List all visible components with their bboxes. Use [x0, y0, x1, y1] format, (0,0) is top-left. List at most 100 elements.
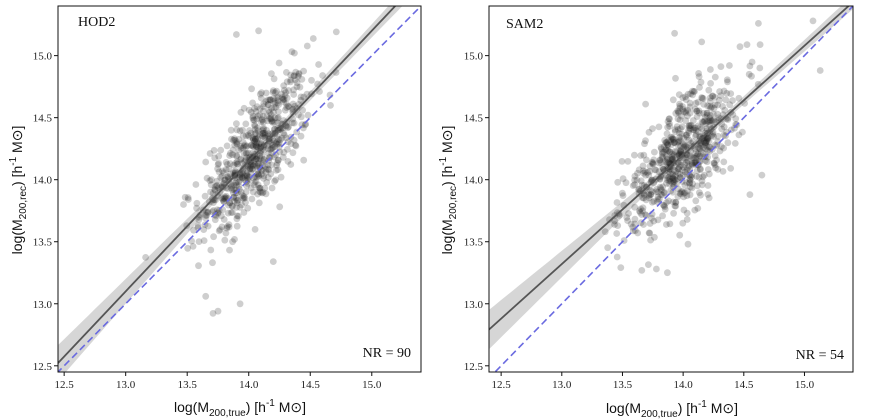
scatter-point: [257, 185, 264, 192]
scatter-point: [215, 308, 222, 315]
scatter-point: [185, 196, 192, 203]
scatter-point: [253, 108, 260, 115]
scatter-point: [744, 41, 751, 48]
scatter-point: [724, 79, 731, 86]
scatter-point: [284, 78, 291, 85]
scatter-point: [704, 118, 711, 125]
scatter-point: [315, 61, 322, 68]
scatter-point: [215, 161, 222, 168]
scatter-point: [234, 197, 241, 204]
scatter-point: [219, 173, 226, 180]
scatter-point: [209, 259, 216, 266]
scatter-point: [700, 174, 707, 181]
scatter-point: [706, 195, 713, 202]
scatter-point: [270, 258, 277, 265]
x-tick-label: 15.0: [362, 379, 382, 391]
scatter-point: [810, 18, 817, 25]
scatter-point: [736, 95, 743, 102]
scatter-point: [642, 137, 649, 144]
scatter-point: [242, 121, 249, 128]
scatter-point: [255, 27, 262, 34]
scatter-point: [234, 161, 241, 168]
scatter-point: [647, 191, 654, 198]
scatter-point: [711, 105, 718, 112]
x-tick-label: 12.5: [55, 379, 75, 391]
scatter-point: [602, 228, 609, 235]
scatter-point: [207, 150, 214, 157]
scatter-point: [252, 123, 259, 130]
y-tick-label: 12.5: [33, 361, 53, 373]
scatter-point: [226, 221, 233, 228]
scatter-point: [283, 135, 290, 142]
y-tick-label: 13.5: [464, 237, 484, 249]
scatter-point: [696, 189, 703, 196]
scatter-point: [233, 31, 240, 38]
scatter-point: [716, 97, 723, 104]
scatter-point: [631, 181, 638, 188]
scatter-point: [645, 261, 652, 268]
scatter-point: [670, 210, 677, 217]
scatter-point: [726, 62, 733, 69]
scatter-point: [333, 29, 340, 36]
y-tick-label: 12.5: [464, 361, 484, 373]
scatter-point: [732, 140, 739, 147]
scatter-point: [243, 189, 250, 196]
scatter-point: [664, 154, 671, 161]
scatter-point: [704, 110, 711, 117]
y-tick-label: 15.0: [464, 51, 484, 63]
scatter-point: [213, 183, 220, 190]
scatter-point: [214, 206, 221, 213]
scatter-point: [727, 165, 734, 172]
scatter-point: [259, 127, 266, 134]
x-axis-label-hod2: log(M200,true) [h-1 M⊙]: [174, 398, 306, 419]
scatter-point: [270, 109, 277, 116]
scatter-point: [193, 181, 200, 188]
scatter-point: [698, 79, 705, 86]
scatter-point: [248, 85, 255, 92]
scatter-point: [709, 93, 716, 100]
scatter-point: [246, 127, 253, 134]
scatter-point: [677, 117, 684, 124]
scatter-point: [229, 186, 236, 193]
scatter-point: [207, 247, 214, 254]
scatter-point: [656, 124, 663, 131]
x-tick-label: 13.5: [178, 379, 198, 391]
scatter-point: [614, 254, 621, 261]
scatter-point: [604, 244, 611, 251]
scatter-point: [291, 72, 298, 79]
scatter-point: [291, 137, 298, 144]
scatter-point: [676, 164, 683, 171]
scatter-point: [310, 35, 317, 42]
scatter-point: [255, 172, 262, 179]
x-tick-label: 12.5: [492, 379, 512, 391]
scatter-point: [257, 91, 264, 98]
scatter-point: [195, 262, 202, 269]
panel-hod2: HOD2 NR = 90 12.5 13.0 13.5 14.0 14.5 15.012.…: [8, 0, 446, 419]
scatter-point: [225, 210, 232, 217]
scatter-point: [756, 65, 763, 72]
y-axis-label-sam2: log(M200,rec) [h-1 M⊙]: [438, 126, 459, 255]
scatter-point: [662, 147, 669, 154]
y-tick-label: 14.0: [33, 175, 53, 187]
scatter-point: [217, 147, 224, 154]
scatter-point: [698, 39, 705, 46]
y-tick-label: 14.0: [464, 175, 484, 187]
figure: HOD2 NR = 90 12.5 13.0 13.5 14.0 14.5 15.012.…: [0, 0, 872, 420]
scatter-point: [680, 135, 687, 142]
panel-sam2: SAM2 NR = 54 12.5 13.0 13.5 14.0 14.5 15.012.…: [438, 0, 872, 420]
y-tick-label: 13.5: [33, 237, 53, 249]
scatter-point: [687, 110, 694, 117]
scatter-point: [817, 67, 824, 74]
scatter-point: [684, 216, 691, 223]
scatter-point: [275, 166, 282, 173]
scatter-point: [671, 30, 678, 37]
scatter-point: [244, 205, 251, 212]
scatter-point: [755, 20, 762, 27]
scatter-point: [664, 130, 671, 137]
scatter-point: [653, 266, 660, 273]
scatter-point: [700, 95, 707, 102]
scatter-point: [202, 193, 209, 200]
scatter-point: [634, 230, 641, 237]
scatter-point: [676, 232, 683, 239]
scatter-point: [617, 264, 624, 271]
